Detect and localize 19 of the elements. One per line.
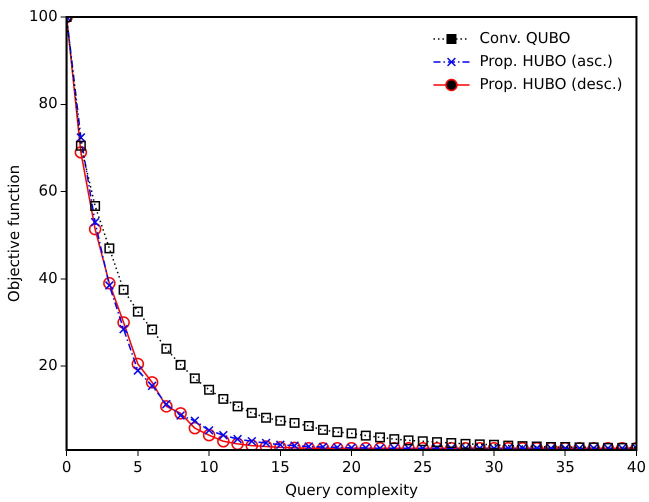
- y-axis-title: Objective function: [4, 164, 23, 302]
- x-tick-label: 5: [133, 458, 143, 476]
- y-tick-label: 40: [38, 268, 58, 287]
- x-tick-label: 15: [270, 458, 290, 476]
- y-tick-label: 20: [38, 356, 58, 374]
- y-tick-label: 60: [38, 181, 58, 200]
- x-tick-label: 25: [413, 458, 432, 476]
- y-tick-label: 80: [38, 94, 58, 112]
- legend-label: Conv. QUBO: [479, 28, 570, 47]
- x-tick-label: 10: [200, 458, 219, 476]
- x-tick-label: 20: [342, 458, 362, 476]
- x-tick-label: 0: [62, 458, 72, 476]
- y-tick-label: 100: [28, 6, 58, 25]
- legend-label: Prop. HUBO (desc.): [479, 74, 622, 93]
- x-tick-label: 30: [484, 458, 504, 476]
- x-tick-label: 35: [556, 458, 575, 476]
- x-tick-label: 40: [626, 458, 646, 476]
- x-axis-title: Query complexity: [285, 480, 418, 499]
- legend-label: Prop. HUBO (asc.): [479, 52, 613, 70]
